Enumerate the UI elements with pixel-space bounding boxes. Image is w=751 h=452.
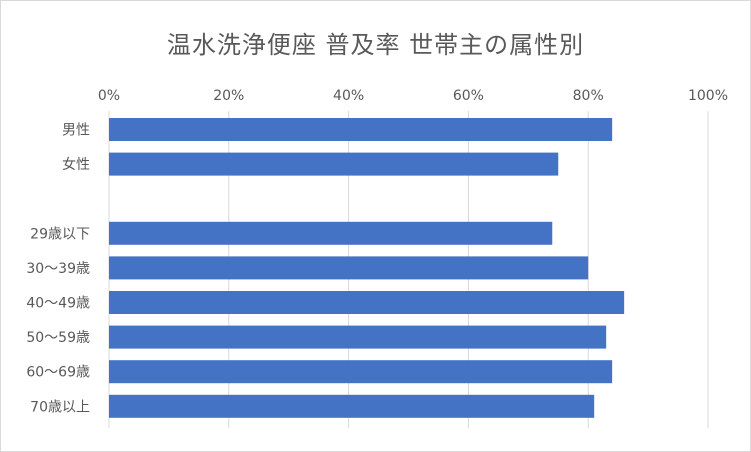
category-label: 60〜69歳	[26, 365, 90, 381]
category-label: 50〜59歳	[26, 330, 90, 346]
category-label: 29歳以下	[30, 226, 90, 242]
bar	[109, 325, 607, 349]
bar	[109, 256, 589, 280]
bar	[109, 118, 613, 141]
bar	[109, 152, 559, 176]
x-tick-label: 60%	[453, 88, 484, 104]
x-tick-label: 100%	[688, 88, 728, 104]
category-label: 40〜49歳	[26, 296, 90, 312]
x-tick-label: 20%	[213, 88, 244, 104]
chart-title: 温水洗浄便座 普及率 世帯主の属性別	[166, 31, 585, 59]
category-label: 女性	[62, 156, 90, 173]
bar	[109, 394, 595, 418]
x-tick-label: 40%	[333, 88, 364, 104]
category-label: 70歳以上	[30, 399, 90, 415]
bar	[109, 221, 553, 245]
bar	[109, 360, 613, 384]
category-label: 30〜39歳	[26, 261, 90, 277]
category-label: 男性	[62, 123, 90, 139]
x-tick-label: 0%	[98, 88, 120, 104]
x-tick-label: 80%	[573, 88, 604, 104]
bar	[109, 291, 625, 314]
